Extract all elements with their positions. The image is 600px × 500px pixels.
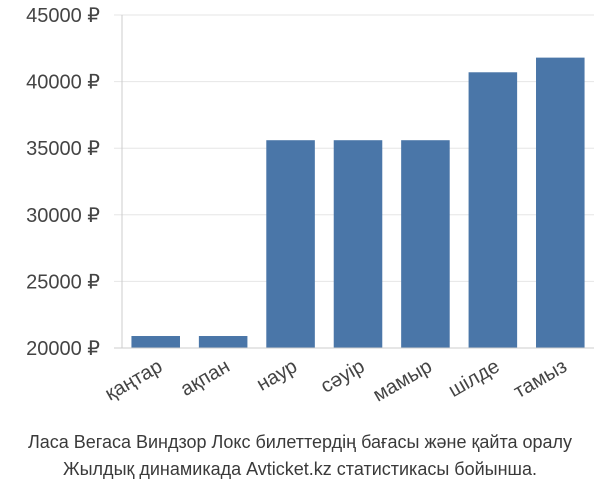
x-tick-label: шілде [445,355,504,402]
bars [131,57,585,349]
x-tick-label: тамыз [510,355,571,403]
chart-caption-line-1: Ласа Вегаса Виндзор Локс билеттердің бағ… [27,432,573,452]
x-tick-label: қаңтар [101,355,166,405]
y-tick-label: 30000 ₽ [26,205,100,227]
axes [114,15,594,349]
y-tick-label: 25000 ₽ [26,271,100,293]
x-tick-label: мамыр [369,355,436,406]
y-tick-label: 20000 ₽ [26,338,100,360]
x-tick-label: сәуір [317,355,368,397]
x-tick-labels: қаңтар ақпан наур сәуір мамыр шілде тамыз [101,355,570,406]
y-tick-labels: 20000 ₽ 25000 ₽ 30000 ₽ 35000 ₽ 40000 ₽ 45000… [26,5,100,360]
y-tick-label: 40000 ₽ [26,72,100,94]
x-tick-label: ақпан [177,355,234,400]
x-tick-label: наур [253,355,301,395]
bar [401,140,450,348]
bar-chart: 20000 ₽ 25000 ₽ 30000 ₽ 35000 ₽ 40000 ₽ 45000… [26,5,594,406]
bar [198,336,248,348]
bar [333,140,383,348]
bar [468,72,518,348]
bar [266,140,315,348]
y-tick-label: 35000 ₽ [26,138,100,160]
bar [536,57,585,349]
chart-caption-line-2: Жылдық динамикада Avticket.kz статистика… [63,459,537,479]
bar [131,336,180,348]
y-tick-label: 45000 ₽ [26,5,100,27]
